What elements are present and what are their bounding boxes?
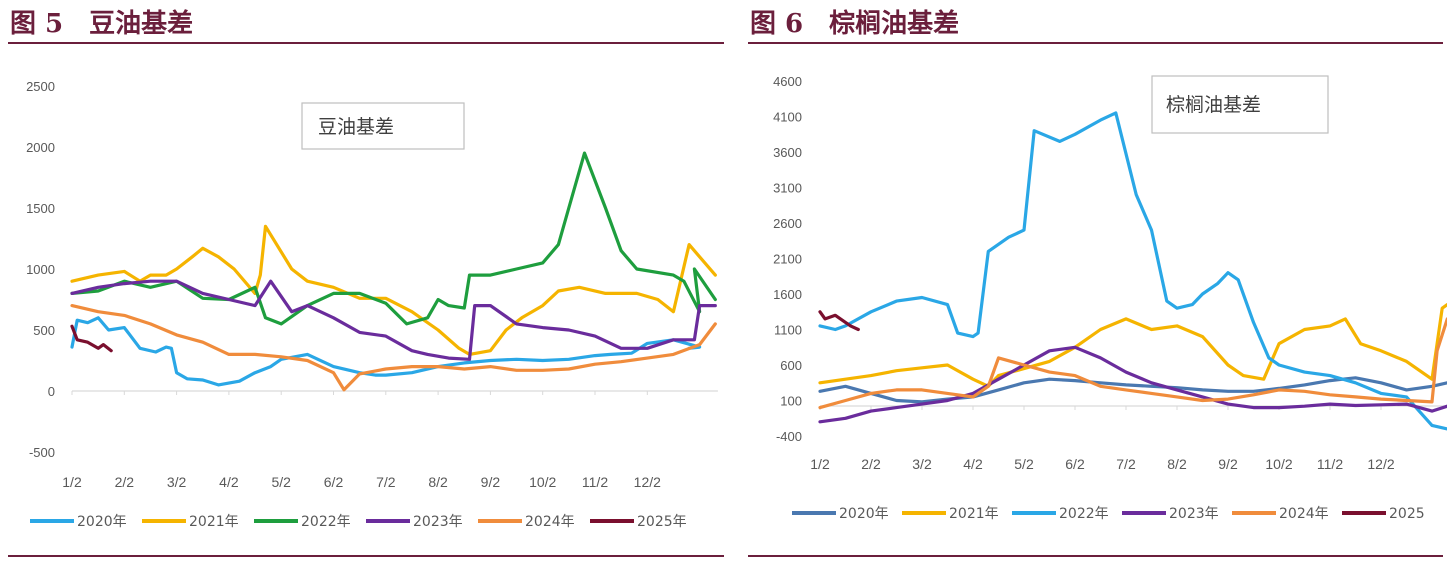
series-line-2021 [70, 224, 717, 356]
x-tick-label: 6/2 [1065, 456, 1085, 472]
legend-label: 2024年 [525, 514, 575, 530]
x-tick-label: 12/2 [634, 474, 661, 490]
legend-label: 2025 [1389, 506, 1425, 522]
x-tick-label: 2/2 [115, 474, 135, 490]
series-line-2023 [70, 279, 717, 361]
x-tick-label: 3/2 [167, 474, 187, 490]
figure-number: 图 6 [750, 9, 804, 39]
y-tick-label: 3600 [773, 145, 802, 160]
series-line-2022 [818, 111, 1447, 431]
bottom-rule [8, 555, 724, 557]
x-tick-label: 6/2 [324, 474, 344, 490]
x-tick-label: 11/2 [1317, 456, 1343, 472]
soybean-oil-basis-chart: 2500 2000 1500 1000 500 0 -500 1/2 2/2 3/2 4/2 5/2 6… [26, 79, 718, 530]
x-tick-label: 1/2 [810, 456, 830, 472]
figure-title-right: 图 6 棕榈油基差 [750, 3, 959, 40]
y-tick-label: 1100 [774, 323, 802, 338]
series-line-2025 [818, 310, 860, 332]
x-tick-label: 4/2 [219, 474, 239, 490]
series-line-2024 [818, 317, 1447, 410]
x-tick-label: 10/2 [1265, 456, 1292, 472]
series-line-2022 [70, 151, 717, 326]
figure-title-left: 图 5 豆油基差 [10, 3, 193, 40]
y-tick-label: 1500 [26, 201, 55, 216]
x-tick-label: 8/2 [1167, 456, 1187, 472]
legend-label: 2025年 [637, 514, 687, 530]
annotation-box [1151, 75, 1329, 134]
y-tick-label: -400 [776, 429, 802, 444]
figure-panel-left: 图 5 豆油基差 2500 2000 1500 1000 500 0 -500 1/2 2/2 3/… [8, 3, 724, 557]
title-rule [8, 42, 724, 44]
figure-caption: 豆油基差 [89, 9, 194, 39]
y-tick-label: 600 [780, 358, 802, 373]
series-line-2024 [70, 304, 717, 392]
y-tick-label: 0 [48, 384, 55, 399]
legend-label: 2020年 [77, 514, 127, 530]
legend-label: 2022年 [1059, 506, 1109, 522]
series-line-2023 [818, 345, 1447, 424]
y-tick-label: 3100 [773, 181, 802, 196]
figure-caption: 棕榈油基差 [829, 9, 960, 39]
x-tick-label: 12/2 [1367, 456, 1394, 472]
legend-label: 2022年 [301, 514, 351, 530]
y-tick-label: 2100 [773, 252, 802, 267]
y-tick-label: 4100 [773, 110, 802, 125]
x-tick-label: 10/2 [529, 474, 556, 490]
y-tick-label: 2600 [773, 216, 802, 231]
x-tick-label: 11/2 [582, 474, 608, 490]
y-tick-label: 100 [780, 394, 802, 409]
x-tick-label: 5/2 [1014, 456, 1034, 472]
annotation-label: 棕榈油基差 [1166, 94, 1261, 116]
legend-label: 2024年 [1279, 506, 1329, 522]
x-tick-label: 2/2 [861, 456, 881, 472]
bottom-rule [748, 555, 1443, 557]
x-tick-label: 7/2 [376, 474, 396, 490]
series-line-2021 [818, 303, 1447, 388]
y-tick-label: 4600 [773, 74, 802, 89]
palm-oil-basis-chart: 4600 4100 3600 3100 2600 2100 1600 1100 600 100 -4… [773, 74, 1447, 522]
y-tick-label: 2000 [26, 140, 55, 155]
x-tick-label: 7/2 [1116, 456, 1136, 472]
series-line-2025 [70, 324, 113, 353]
y-tick-label: 500 [33, 323, 55, 338]
x-tick-label: 8/2 [428, 474, 448, 490]
x-tick-label: 5/2 [271, 474, 291, 490]
title-rule [748, 42, 1443, 44]
legend-label: 2021年 [949, 506, 999, 522]
legend-label: 2023年 [1169, 506, 1219, 522]
legend-label: 2020年 [839, 506, 889, 522]
series-line-2020 [818, 376, 1447, 404]
y-tick-label: 1000 [26, 262, 55, 277]
x-tick-label: 9/2 [481, 474, 501, 490]
x-tick-label: 9/2 [1218, 456, 1238, 472]
y-tick-label: 2500 [26, 79, 55, 94]
legend-label: 2021年 [189, 514, 239, 530]
annotation-box [301, 102, 465, 150]
figure-number: 图 5 [10, 9, 64, 39]
x-tick-label: 3/2 [912, 456, 932, 472]
legend-label: 2023年 [413, 514, 463, 530]
y-tick-label: -500 [29, 445, 55, 460]
annotation-label: 豆油基差 [318, 116, 394, 138]
y-tick-label: 1600 [773, 287, 802, 302]
x-tick-label: 1/2 [62, 474, 82, 490]
figure-panel-right: 图 6 棕榈油基差 4600 4100 3600 3100 2600 2100 1600 110… [740, 0, 1447, 566]
series-line-2020 [70, 316, 702, 387]
x-tick-label: 4/2 [963, 456, 983, 472]
